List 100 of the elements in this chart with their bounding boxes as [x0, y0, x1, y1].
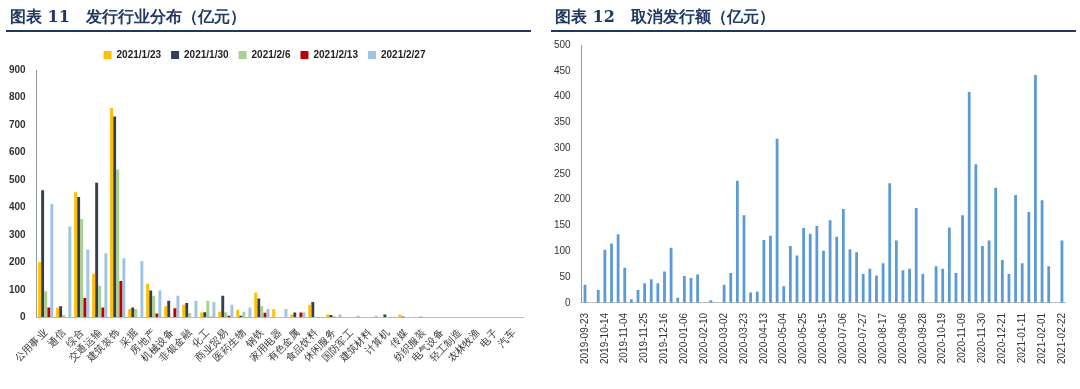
bar — [221, 295, 225, 318]
bar — [257, 298, 261, 318]
bar — [140, 260, 144, 318]
y-tick-label: 300 — [9, 228, 27, 240]
x-tick-label: 2020-12-21 — [996, 312, 1008, 364]
bar — [146, 283, 150, 318]
bar — [188, 313, 192, 318]
bar — [158, 290, 162, 318]
x-tick-label: 2020-02-10 — [697, 312, 709, 364]
bar — [80, 218, 84, 318]
x-tick-label: 2021-02-22 — [1055, 312, 1067, 364]
bar — [974, 164, 978, 303]
bar — [68, 226, 72, 318]
bar — [841, 208, 845, 303]
bar — [272, 308, 276, 318]
y-tick-label: 400 — [554, 90, 572, 102]
bar — [119, 280, 123, 318]
x-tick-label: 2020-10-19 — [936, 312, 948, 364]
y-tick-label: 800 — [9, 91, 27, 103]
y-tick-label: 400 — [9, 201, 27, 213]
chart-title: 图表 12 取消发行额（亿元） — [551, 4, 1076, 32]
bar — [176, 295, 180, 318]
bar — [83, 298, 87, 318]
chart-title: 图表 11 发行行业分布（亿元） — [6, 4, 531, 32]
bar — [86, 249, 90, 318]
bar — [623, 267, 627, 303]
x-tick-label: 2019-12-16 — [658, 312, 670, 364]
legend-label: 2021/2/6 — [251, 48, 291, 60]
bar — [152, 295, 156, 318]
bar — [755, 291, 759, 303]
bar — [47, 307, 51, 318]
bar — [1020, 263, 1024, 303]
y-tick-label: 200 — [9, 256, 27, 268]
y-tick-label: 100 — [9, 283, 27, 295]
bar — [914, 207, 918, 303]
x-tick-label: 2019-10-14 — [598, 312, 610, 364]
legend-label: 2021/2/13 — [313, 48, 359, 60]
bar — [616, 234, 620, 303]
bar — [1000, 260, 1004, 303]
y-tick-label: 250 — [554, 167, 572, 179]
x-tick-label: 2020-03-02 — [717, 312, 729, 364]
bar — [77, 196, 81, 318]
x-tick-label: 2020-09-28 — [916, 312, 928, 364]
y-tick-label: 350 — [554, 116, 572, 128]
x-tick-label: 2020-05-04 — [777, 312, 789, 364]
bar — [155, 313, 159, 318]
bar — [596, 289, 600, 303]
bar — [1047, 266, 1051, 303]
bar — [254, 292, 258, 318]
bar — [894, 240, 898, 303]
x-tick-label: 2020-03-23 — [737, 312, 749, 364]
bar — [749, 292, 752, 303]
bar — [967, 91, 971, 303]
bar — [113, 116, 117, 318]
bar — [218, 311, 222, 318]
y-tick-label: 700 — [9, 118, 27, 130]
y-tick-label: 0 — [565, 296, 572, 308]
bar — [788, 246, 792, 303]
bar — [92, 273, 96, 318]
bar — [44, 291, 48, 318]
bar — [206, 300, 210, 318]
x-tick-label: 汽车 — [495, 327, 518, 349]
bar — [735, 180, 739, 303]
bar — [855, 252, 858, 303]
bar — [248, 307, 252, 318]
x-tick-label: 2020-07-06 — [837, 312, 849, 364]
y-tick-label: 900 — [9, 63, 27, 75]
bar — [149, 290, 153, 318]
y-tick-label: 200 — [554, 193, 572, 205]
bar — [1034, 74, 1037, 303]
bar — [875, 275, 878, 303]
bar — [212, 302, 216, 318]
bar — [769, 235, 772, 303]
bar — [610, 243, 613, 303]
bar — [947, 227, 951, 303]
bar — [194, 300, 198, 318]
bar — [663, 271, 666, 303]
bar — [230, 304, 234, 318]
bar — [629, 299, 633, 303]
bar — [122, 258, 126, 318]
bar — [861, 273, 865, 303]
bar — [41, 190, 45, 318]
bar — [260, 306, 264, 318]
bar — [74, 192, 78, 318]
bar — [835, 236, 839, 303]
bar — [236, 309, 240, 318]
x-tick-label: 2020-06-15 — [817, 312, 829, 364]
y-tick-label: 100 — [554, 245, 572, 257]
bar — [868, 268, 872, 303]
bar — [762, 239, 766, 303]
x-tick-label: 2020-04-13 — [757, 312, 769, 364]
legend-label: 2021/1/23 — [116, 48, 162, 60]
bar — [1014, 195, 1017, 303]
x-tick-label: 2021-02-01 — [1035, 312, 1047, 364]
bar — [981, 246, 984, 303]
bar — [994, 187, 998, 303]
y-tick-label: 300 — [554, 141, 572, 153]
x-tick-label: 2020-05-25 — [797, 312, 809, 364]
bar — [167, 300, 171, 318]
x-tick-label: 2019-11-04 — [618, 312, 630, 364]
